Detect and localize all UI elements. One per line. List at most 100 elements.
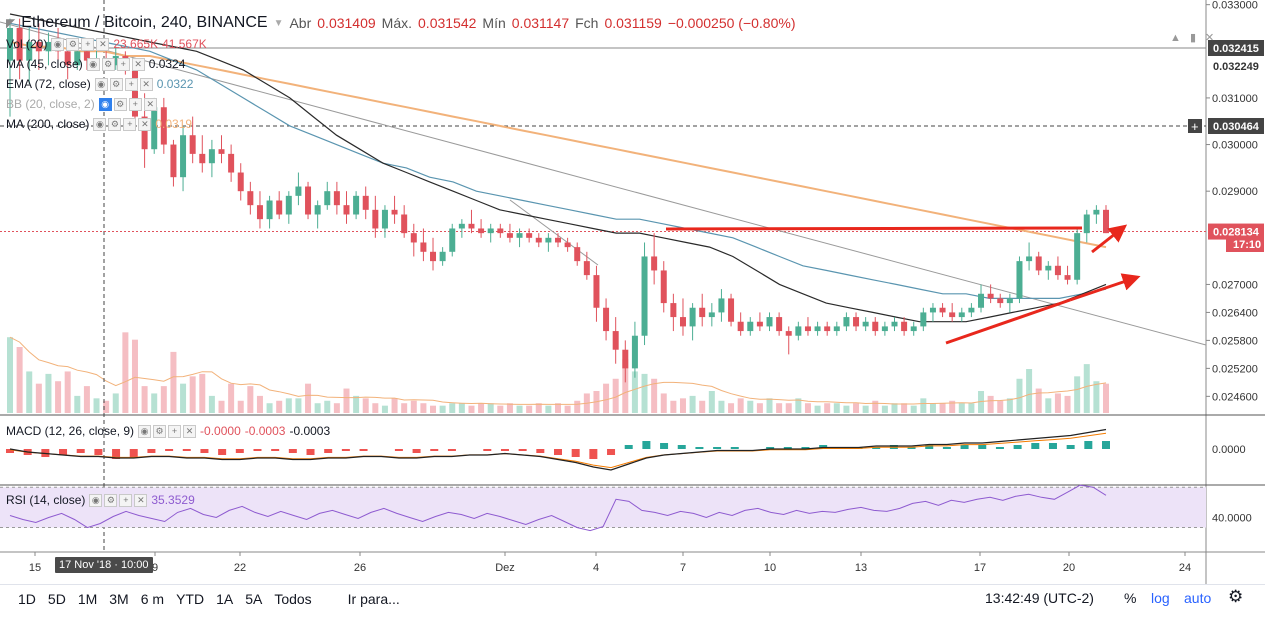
macd-histogram-bar [394, 449, 403, 451]
close-icon[interactable]: ✕ [143, 97, 157, 111]
candle-body [833, 326, 840, 332]
volume-bar [141, 386, 148, 413]
settings-icon[interactable]: ⚙ [153, 424, 167, 438]
vol-name[interactable]: Vol (20) [6, 37, 48, 51]
settings-icon[interactable]: ⚙ [109, 77, 123, 91]
breakout-arrow [1091, 224, 1128, 254]
candle-body [266, 200, 273, 220]
macd-histogram-bar [324, 449, 333, 453]
collapse-icon[interactable]: ◤ [6, 16, 16, 30]
eye-icon[interactable]: ◉ [98, 97, 112, 111]
timeframe-5y[interactable]: 5A [245, 590, 263, 607]
macd-histogram-bar [1013, 445, 1022, 449]
pane-controls-icon[interactable]: ▲ ▮ ✕ [1170, 32, 1218, 44]
volume-bar [199, 373, 206, 413]
settings-icon[interactable]: ⚙ [108, 117, 122, 131]
rsi-name[interactable]: RSI (14, close) [6, 493, 86, 507]
macd-histogram-bar [200, 449, 209, 453]
timeframe-5d[interactable]: 5D [47, 590, 66, 607]
add-icon[interactable]: + [119, 493, 133, 507]
price-tick-label: 0.025200 [1212, 363, 1258, 375]
timeframe-3m[interactable]: 3M [109, 590, 129, 607]
legend-bb: BB (20, close, 2) ◉ ⚙ + ✕ [6, 96, 157, 112]
crosshair-time-label: 17 Nov '18 · 10:00 [55, 557, 153, 573]
macd-histogram-bar [341, 449, 350, 451]
goto-date-button[interactable]: Ir para... [347, 590, 400, 607]
close-icon[interactable]: ✕ [139, 77, 153, 91]
close-icon[interactable]: ✕ [134, 493, 148, 507]
settings-icon[interactable]: ⚙ [104, 493, 118, 507]
settings-icon[interactable]: ⚙ [101, 57, 115, 71]
volume-bar [564, 405, 571, 413]
settings-icon[interactable]: ⚙ [113, 97, 127, 111]
volume-bar [458, 403, 465, 413]
auto-toggle[interactable]: auto [1184, 590, 1212, 606]
macd-name[interactable]: MACD (12, 26, close, 9) [6, 424, 135, 438]
eye-icon[interactable]: ◉ [138, 424, 152, 438]
volume-bar [55, 381, 62, 413]
add-icon[interactable]: + [123, 117, 137, 131]
percent-toggle[interactable]: % [1124, 590, 1137, 606]
add-icon[interactable]: + [81, 37, 95, 51]
eye-icon[interactable]: ◉ [94, 77, 108, 91]
log-toggle[interactable]: log [1151, 590, 1170, 606]
settings-gear-icon[interactable]: ⚙ [1228, 587, 1244, 606]
ma200-line [9, 41, 1107, 249]
high-value: 0.031542 [418, 15, 477, 31]
add-icon[interactable]: + [116, 57, 130, 71]
candle-body [362, 195, 369, 210]
close-icon[interactable]: ✕ [183, 424, 197, 438]
ma200-name[interactable]: MA (200, close) [6, 117, 90, 131]
ma45-name[interactable]: MA (45, close) [6, 57, 83, 71]
close-icon[interactable]: ✕ [138, 117, 152, 131]
macd-histogram-bar [483, 449, 492, 451]
volume-bar [430, 405, 437, 413]
candle-body [564, 242, 571, 248]
symbol-title[interactable]: Ethereum / Bitcoin, 240, BINANCE [21, 14, 268, 31]
legend-ma45: MA (45, close) ◉ ⚙ + ✕ 0.0324 [6, 56, 185, 72]
close-icon[interactable]: ✕ [96, 37, 110, 51]
resistance-line [665, 226, 1083, 231]
add-icon[interactable]: + [128, 97, 142, 111]
candle-body [353, 195, 360, 215]
candle-body [987, 293, 994, 299]
volume-bar [862, 405, 869, 413]
macd-histogram-bar [607, 449, 616, 455]
timeframe-all[interactable]: Todos [274, 590, 312, 607]
eye-icon[interactable]: ◉ [51, 37, 65, 51]
volume-bar [170, 351, 177, 413]
volume-bar [333, 403, 340, 413]
volume-bar [949, 400, 956, 413]
timeframe-6m[interactable]: 6 m [140, 590, 165, 607]
volume-ma-line [9, 336, 1107, 405]
add-icon[interactable]: + [168, 424, 182, 438]
candle-body [795, 326, 802, 336]
add-icon[interactable]: + [124, 77, 138, 91]
time-tick-label: 15 [29, 562, 41, 574]
last-price-tag: 0.028134 [1213, 227, 1260, 239]
symbol-dropdown-icon[interactable]: ▼ [273, 17, 284, 29]
macd-histogram-bar [253, 449, 262, 451]
eye-icon[interactable]: ◉ [86, 57, 100, 71]
ema72-name[interactable]: EMA (72, close) [6, 77, 91, 91]
bb-name[interactable]: BB (20, close, 2) [6, 97, 95, 111]
clock[interactable]: 13:42:49 (UTC-2) [985, 590, 1094, 606]
eye-icon[interactable]: ◉ [93, 117, 107, 131]
eye-icon[interactable]: ◉ [89, 493, 103, 507]
candle-body [497, 228, 504, 234]
volume-bar [343, 388, 350, 413]
timeframe-1y[interactable]: 1A [216, 590, 234, 607]
settings-icon[interactable]: ⚙ [66, 37, 80, 51]
candle-body [333, 191, 340, 206]
timeframe-1m[interactable]: 1M [77, 590, 98, 607]
timeframe-1d[interactable]: 1D [18, 590, 36, 607]
close-icon[interactable]: ✕ [131, 57, 145, 71]
support-line [945, 298, 1071, 345]
macd-histogram-bar [271, 449, 280, 451]
volume-bar [929, 403, 936, 413]
timeframe-ytd[interactable]: YTD [176, 590, 205, 607]
candle-body [381, 209, 388, 229]
volume-bar [1026, 369, 1033, 413]
volume-bar [7, 337, 13, 413]
candle-body [747, 321, 754, 332]
